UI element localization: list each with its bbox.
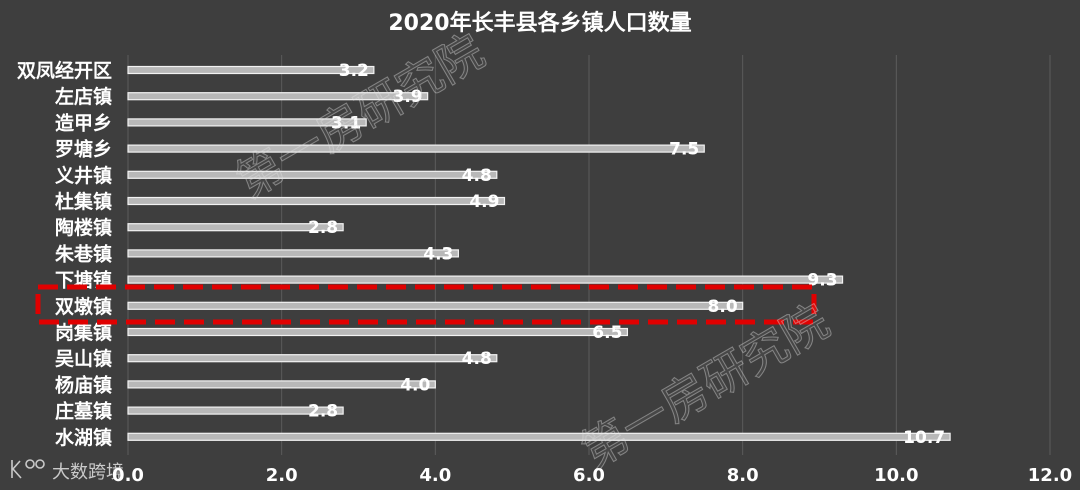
category-label: 造甲乡	[55, 111, 112, 134]
bar	[127, 92, 429, 101]
category-label: 庄墓镇	[55, 400, 112, 423]
watermark: 第一房研究院	[572, 294, 838, 479]
category-label: 吴山镇	[55, 347, 112, 370]
x-tick-label: 2.0	[266, 465, 298, 486]
data-label: 3.2	[339, 61, 369, 81]
category-label: 杜集镇	[55, 190, 112, 213]
bar	[127, 144, 705, 153]
data-label: 3.1	[331, 113, 361, 133]
bar	[127, 65, 375, 75]
logo: 大数跨境	[11, 459, 124, 483]
category-label: 左店镇	[55, 85, 112, 108]
bar	[127, 380, 436, 389]
data-label: 10.7	[903, 428, 945, 448]
data-label: 4.9	[469, 192, 499, 212]
category-label: 岗集镇	[55, 321, 112, 344]
x-tick-label: 4.0	[419, 465, 451, 486]
category-label: 朱巷镇	[55, 242, 112, 265]
x-tick-label: 10.0	[874, 465, 918, 486]
data-label: 4.3	[423, 244, 453, 264]
category-label: 陶楼镇	[55, 216, 112, 239]
x-tick-label: 6.0	[573, 465, 605, 486]
bar	[127, 118, 367, 127]
bar	[127, 406, 344, 415]
bars	[127, 65, 951, 441]
data-label: 4.8	[462, 166, 492, 186]
watermark: 第一房研究院	[227, 24, 493, 209]
logo-icon	[11, 459, 45, 479]
data-label: 4.8	[462, 349, 492, 369]
bar	[127, 301, 744, 310]
bar	[127, 432, 951, 441]
chart-title: 2020年长丰县各乡镇人口数量	[388, 10, 691, 36]
data-label: 7.5	[669, 140, 699, 160]
data-label: 3.9	[393, 87, 423, 107]
x-axis: 0.0 2.0 4.0 6.0 8.0 10.0 12.0	[112, 465, 1072, 486]
data-label: 4.0	[400, 375, 430, 395]
data-label: 2.8	[308, 218, 338, 238]
category-label: 杨庙镇	[55, 373, 112, 396]
x-tick-label: 8.0	[727, 465, 759, 486]
highlight-box	[35, 284, 817, 325]
bar	[127, 196, 506, 206]
bar	[127, 354, 498, 363]
category-axis: 双凤经开区左店镇造甲乡罗塘乡义井镇杜集镇陶楼镇朱巷镇下塘镇双墩镇岗集镇吴山镇杨庙…	[17, 59, 112, 449]
category-label: 罗塘乡	[55, 138, 112, 161]
bar	[127, 170, 498, 179]
x-tick-label: 0.0	[112, 465, 144, 486]
bar	[127, 223, 344, 232]
data-label: 2.8	[308, 402, 338, 422]
bar	[127, 327, 629, 337]
x-tick-label: 12.0	[1028, 465, 1072, 486]
category-label: 双墩镇	[55, 295, 112, 318]
logo-text: 大数跨境	[52, 462, 124, 483]
category-label: 双凤经开区	[17, 59, 112, 82]
bar	[127, 249, 459, 258]
data-label: 6.5	[592, 323, 622, 343]
category-label: 水湖镇	[55, 426, 112, 449]
data-label: 8.0	[708, 297, 738, 317]
data-label: 9.3	[807, 271, 837, 291]
bar	[127, 275, 844, 284]
category-label: 义井镇	[55, 164, 112, 187]
data-labels: 3.2 3.9 3.1 7.5 4.8 4.9 2.8 4.3 9.3 8.0 6.5 4.8 4.0 2…	[308, 61, 945, 448]
